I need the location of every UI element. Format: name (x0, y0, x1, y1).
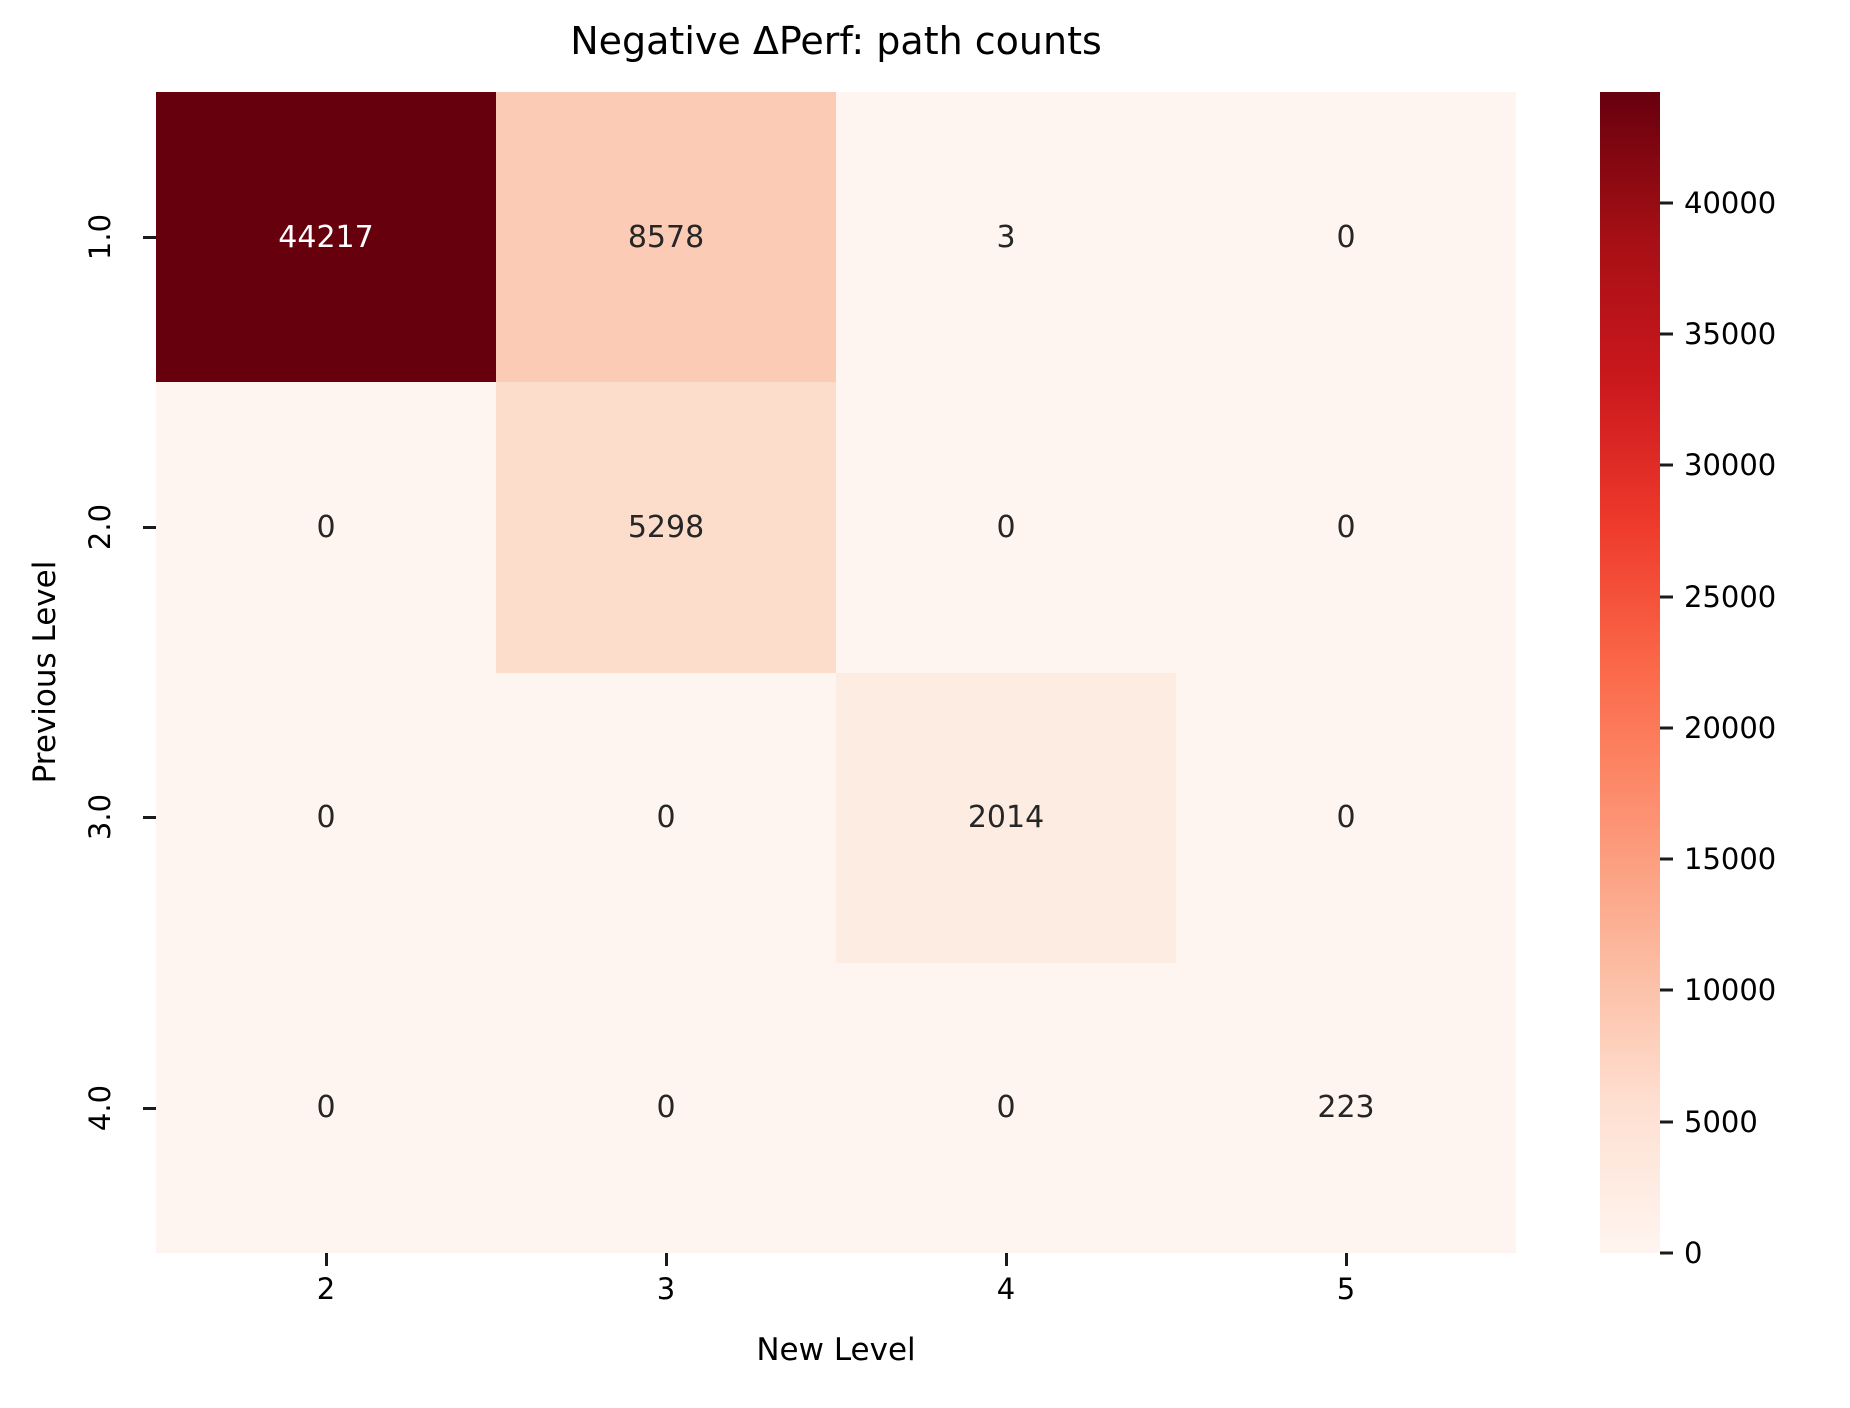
x-tick-label: 3 (656, 1272, 676, 1306)
heatmap-cell-r1c3: 3 (836, 92, 1176, 383)
colorbar-tick-mark (1660, 595, 1673, 599)
x-axis-label: New Level (756, 1332, 916, 1368)
y-tick-label: 3.0 (83, 793, 117, 841)
colorbar (1600, 92, 1660, 1253)
heatmap-cell-r1c2: 8578 (496, 92, 836, 383)
heatmap-cell-r2c1: 0 (156, 382, 496, 673)
colorbar-tick-mark (1660, 857, 1673, 861)
y-tick-label: 4.0 (83, 1084, 117, 1132)
heatmap-cell-r1c1: 44217 (156, 92, 496, 383)
heatmap-grid: 44217 8578 3 0 0 5298 0 0 0 0 2014 0 0 0… (156, 92, 1516, 1253)
heatmap-cell-r4c4: 223 (1176, 962, 1516, 1253)
y-tick-mark (143, 1107, 156, 1110)
colorbar-tick-mark (1660, 463, 1673, 467)
x-tick-mark (665, 1253, 668, 1266)
x-tick-label: 5 (1336, 1272, 1356, 1306)
heatmap-cell-r4c1: 0 (156, 962, 496, 1253)
colorbar-tick-label: 25000 (1684, 580, 1777, 614)
y-tick-label: 2.0 (83, 503, 117, 551)
y-tick-label: 1.0 (83, 213, 117, 261)
y-tick-mark (143, 236, 156, 239)
heatmap-cell-r1c4: 0 (1176, 92, 1516, 383)
colorbar-tick-label: 20000 (1684, 711, 1777, 745)
heatmap-cell-r4c2: 0 (496, 962, 836, 1253)
x-tick-label: 4 (996, 1272, 1016, 1306)
x-tick-label: 2 (316, 1272, 336, 1306)
colorbar-tick-label: 10000 (1684, 973, 1777, 1007)
colorbar-tick-mark (1660, 1251, 1673, 1255)
heatmap-cell-r3c1: 0 (156, 672, 496, 963)
colorbar-tick-label: 30000 (1684, 448, 1777, 482)
heatmap-cell-r3c2: 0 (496, 672, 836, 963)
x-tick-mark (1345, 1253, 1348, 1266)
x-tick-mark (325, 1253, 328, 1266)
x-tick-mark (1005, 1253, 1008, 1266)
y-tick-mark (143, 816, 156, 819)
heatmap-cell-r4c3: 0 (836, 962, 1176, 1253)
colorbar-tick-label: 0 (1684, 1236, 1703, 1270)
colorbar-tick-label: 40000 (1684, 186, 1777, 220)
colorbar-tick-label: 35000 (1684, 317, 1777, 351)
colorbar-tick-mark (1660, 332, 1673, 336)
chart-title: Negative ΔPerf: path counts (570, 19, 1102, 63)
heatmap-cell-r2c2: 5298 (496, 382, 836, 673)
heatmap-cell-r2c4: 0 (1176, 382, 1516, 673)
heatmap-cell-r3c4: 0 (1176, 672, 1516, 963)
heatmap-cell-r3c3: 2014 (836, 672, 1176, 963)
heatmap-cell-r2c3: 0 (836, 382, 1176, 673)
colorbar-tick-label: 5000 (1684, 1105, 1758, 1139)
colorbar-tick-label: 15000 (1684, 842, 1777, 876)
colorbar-tick-mark (1660, 988, 1673, 992)
colorbar-tick-mark (1660, 201, 1673, 205)
y-tick-mark (143, 526, 156, 529)
colorbar-tick-mark (1660, 1120, 1673, 1124)
colorbar-tick-mark (1660, 726, 1673, 730)
y-axis-label: Previous Level (27, 560, 63, 784)
